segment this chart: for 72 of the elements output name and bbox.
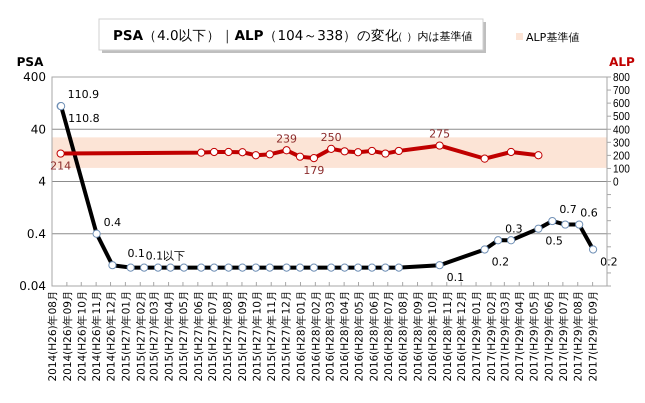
x-tick-label: 2015(H27)年11月 bbox=[266, 290, 278, 382]
y2-tick-label: 800 bbox=[613, 72, 632, 84]
data-label: 0.7 bbox=[559, 203, 577, 216]
x-tick-label: 2016(H28)年08月 bbox=[398, 290, 410, 382]
data-label: 0.3 bbox=[505, 222, 523, 236]
x-tick-label: 2014(H26)年08月 bbox=[47, 290, 59, 382]
x-tick-label: 2016(H28)年09月 bbox=[412, 290, 425, 382]
x-tick-label: 2014(H26)年10月 bbox=[76, 290, 88, 382]
x-tick-label: 2015(H27)年09月 bbox=[236, 290, 249, 382]
data-label: 0.6 bbox=[580, 206, 598, 220]
x-tick-label: 2014(H26)年11月 bbox=[91, 290, 104, 382]
x-tick-label: 2015(H27)年03月 bbox=[148, 290, 161, 382]
y2-tick-label: 300 bbox=[613, 137, 632, 150]
x-tick-label: 2016(H28)年12月 bbox=[456, 290, 468, 382]
data-label: 0.1以下 bbox=[146, 250, 186, 263]
x-tick-label: 2015(H27)年04月 bbox=[164, 290, 176, 382]
data-label: 0.5 bbox=[545, 234, 563, 248]
x-tick-label: 2015(H27)年05月 bbox=[178, 290, 190, 382]
data-label: 0.1 bbox=[446, 271, 464, 284]
y2-tick-label: 700 bbox=[613, 85, 632, 98]
x-tick-label: 2017(H29)年06月 bbox=[543, 290, 556, 382]
data-label: 275 bbox=[429, 128, 450, 141]
data-label: 110.8 bbox=[68, 112, 100, 126]
y2-tick-label: 0 bbox=[613, 176, 620, 188]
x-tick-label: 2017(H29)年07月 bbox=[558, 290, 570, 382]
x-tick-label: 2017(H29)年03月 bbox=[499, 290, 512, 382]
x-tick-label: 2016(H28)年04月 bbox=[339, 290, 352, 382]
x-tick-label: 2015(H27)年02月 bbox=[135, 290, 148, 382]
y-axis-title: PSA bbox=[16, 55, 44, 69]
x-tick-label: 2016(H28)年10月 bbox=[426, 290, 439, 382]
y2-tick-label: 200 bbox=[613, 150, 632, 162]
y-tick-label: 400 bbox=[23, 70, 46, 84]
data-label: 0.1 bbox=[127, 247, 145, 260]
x-tick-label: 2017(H29)年01月 bbox=[471, 290, 484, 382]
x-tick-label: 2015(H27)年06月 bbox=[192, 290, 205, 382]
x-tick-label: 2014(H26)年12月 bbox=[106, 290, 118, 382]
data-label: 0.4 bbox=[104, 216, 122, 229]
y2-axis-title: ALP bbox=[609, 55, 636, 69]
x-tick-label: 2015(H27)年12月 bbox=[280, 290, 293, 382]
x-tick-label: 2016(H28)年05月 bbox=[354, 290, 366, 382]
data-label: 214 bbox=[50, 160, 72, 173]
y2-tick-label: 600 bbox=[613, 98, 632, 110]
x-tick-label: 2017(H29)年08月 bbox=[572, 290, 585, 382]
data-label: 0.2 bbox=[492, 255, 510, 268]
x-tick-label: 2015(H27)年10月 bbox=[251, 290, 264, 382]
y2-tick-label: 400 bbox=[613, 124, 632, 136]
y-tick-label: 4 bbox=[38, 174, 46, 188]
x-tick-label: 2015(H27)年01月 bbox=[120, 290, 132, 382]
x-tick-label: 2014(H26)年09月 bbox=[62, 290, 74, 382]
x-tick-label: 2016(H28)年02月 bbox=[310, 290, 322, 382]
x-tick-label: 2015(H27)年07月 bbox=[207, 290, 220, 382]
y-tick-label: 40 bbox=[30, 122, 46, 136]
y-tick-label: 0.4 bbox=[26, 226, 46, 241]
x-tick-label: 2016(H28)年07月 bbox=[382, 290, 395, 382]
x-tick-label: 2016(H28)年11月 bbox=[442, 290, 454, 382]
data-label: 239 bbox=[276, 132, 298, 146]
x-tick-label: 2016(H28)年03月 bbox=[324, 290, 336, 382]
x-tick-label: 2017(H29)年02月 bbox=[486, 290, 498, 382]
x-tick-label: 2015(H27)年08月 bbox=[222, 290, 234, 382]
legend-label: ALP基準値 bbox=[526, 31, 580, 44]
y2-tick-label: 100 bbox=[613, 163, 632, 176]
x-tick-label: 2016(H28)年06月 bbox=[368, 290, 380, 382]
data-label: 110.9 bbox=[68, 88, 100, 102]
data-label: 179 bbox=[303, 164, 324, 178]
data-label: 0.2 bbox=[600, 255, 618, 268]
x-tick-label: 2017(H29)年04月 bbox=[514, 290, 526, 382]
x-tick-label: 2016(H28)年01月 bbox=[295, 290, 308, 382]
y-tick-label: 0.04 bbox=[19, 279, 46, 293]
data-label: 250 bbox=[320, 130, 342, 144]
y2-tick-label: 500 bbox=[613, 111, 632, 124]
x-tick-label: 2017(H29)年09月 bbox=[588, 290, 600, 382]
x-tick-label: 2017(H29)年05月 bbox=[528, 290, 541, 382]
